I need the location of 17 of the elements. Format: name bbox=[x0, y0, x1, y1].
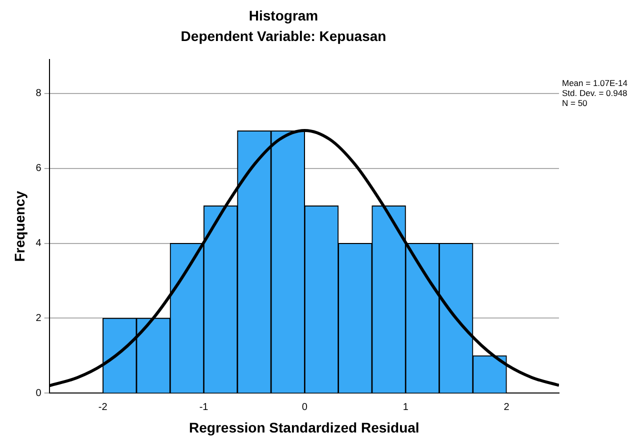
y-tick-label: 2 bbox=[36, 312, 42, 324]
y-tick-label: 6 bbox=[36, 163, 42, 174]
y-tick-label: 0 bbox=[36, 388, 42, 399]
text: Std. Dev. = 0.948 bbox=[562, 88, 628, 98]
text: N = 50 bbox=[562, 98, 588, 108]
x-tick-label: 2 bbox=[504, 402, 510, 413]
x-tick-label: -2 bbox=[98, 402, 108, 413]
chart-subtitle: Dependent Variable: Kepuasan bbox=[180, 28, 386, 44]
chart-title: Histogram bbox=[248, 7, 318, 24]
x-tick-label: 1 bbox=[402, 402, 409, 413]
x-tick-label: -1 bbox=[199, 402, 209, 413]
text: Mean = 1.07E-14 bbox=[562, 78, 628, 88]
y-axis-title: Frequency bbox=[11, 190, 28, 262]
y-tick-label: 4 bbox=[36, 238, 42, 250]
x-tick-label: 0 bbox=[302, 402, 308, 413]
x-axis-title: Regression Standardized Residual bbox=[189, 419, 420, 436]
y-tick-label: 8 bbox=[36, 88, 42, 100]
